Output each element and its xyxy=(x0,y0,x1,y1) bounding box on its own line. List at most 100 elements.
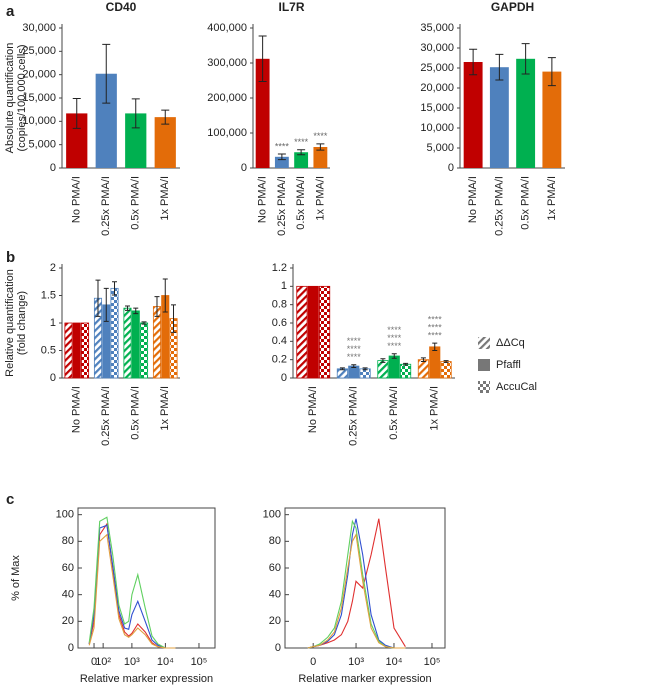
x-tick-label: 10⁴ xyxy=(385,656,402,668)
error-bar xyxy=(162,278,168,313)
significance: **** xyxy=(275,141,290,151)
significance: **** xyxy=(313,131,328,141)
bar xyxy=(388,355,400,379)
x-tick-label: 0.5x PMA/I xyxy=(130,386,142,440)
x-tick-label: 0.25x PMA/I xyxy=(493,176,505,236)
legend-swatch xyxy=(478,381,490,393)
y-tick-label: 0 xyxy=(50,162,56,174)
bar xyxy=(64,322,73,379)
y-tick-label: 20 xyxy=(269,615,281,627)
y-tick-label: 60 xyxy=(62,562,74,574)
y-tick-label: 0.2 xyxy=(272,354,287,366)
error-bar xyxy=(103,287,109,322)
bar xyxy=(131,310,140,379)
error-bar xyxy=(403,362,409,366)
error-bar xyxy=(161,109,170,125)
x-tick-label: No PMA/I xyxy=(257,176,269,223)
y-tick-label: 0 xyxy=(68,642,74,654)
y-tick-label: 60 xyxy=(269,562,281,574)
histogram-line xyxy=(307,532,406,649)
error-bar xyxy=(432,342,438,351)
legend-swatch xyxy=(478,359,490,371)
histogram-line xyxy=(88,516,176,649)
y-axis-label: % of Max xyxy=(10,555,22,601)
bar xyxy=(489,67,509,168)
significance: **** xyxy=(428,315,443,325)
y-tick-label: 100 xyxy=(263,509,281,521)
x-tick-label: 0.25x PMA/I xyxy=(276,176,288,236)
bar xyxy=(255,58,270,168)
bar xyxy=(296,285,308,379)
error-bar xyxy=(316,143,325,151)
y-axis-label: Relative quantification xyxy=(4,269,16,377)
y-tick-label: 40 xyxy=(62,589,74,601)
error-bar xyxy=(380,358,386,363)
bar xyxy=(417,359,429,379)
y-tick-label: 200,000 xyxy=(207,92,247,104)
significance: **** xyxy=(294,137,309,147)
y-tick-label: 400,000 xyxy=(207,22,247,34)
error-bar xyxy=(297,149,306,156)
y-tick-label: 15,000 xyxy=(420,102,454,114)
panel-label: b xyxy=(6,249,15,266)
bar xyxy=(542,71,562,168)
error-bar xyxy=(95,279,101,317)
legend-label: Pfaffl xyxy=(496,359,521,371)
y-tick-label: 80 xyxy=(62,535,74,547)
panel-title: IL7R xyxy=(278,0,304,14)
x-tick-label: 0.25x PMA/I xyxy=(100,176,112,236)
x-tick-label: 10⁵ xyxy=(191,656,208,668)
error-bar xyxy=(72,97,81,129)
bar xyxy=(400,363,412,379)
bar xyxy=(463,62,483,168)
error-bar xyxy=(277,153,286,161)
error-bar xyxy=(391,353,397,359)
bar xyxy=(72,322,81,379)
legend-label: AccuCal xyxy=(496,381,537,393)
bar xyxy=(377,360,389,379)
bar xyxy=(110,287,119,379)
y-tick-label: 5,000 xyxy=(28,139,56,151)
error-bar xyxy=(133,307,139,315)
bar xyxy=(516,58,536,168)
x-tick-label: 0.5x PMA/I xyxy=(130,176,142,230)
x-axis-label: Relative marker expression xyxy=(298,673,431,685)
bar xyxy=(95,73,117,168)
error-bar xyxy=(547,57,556,87)
y-tick-label: 0 xyxy=(275,642,281,654)
bar xyxy=(319,285,331,379)
error-bar xyxy=(124,305,130,311)
y-tick-label: 0.8 xyxy=(272,299,287,311)
histogram-line xyxy=(88,524,176,649)
bar xyxy=(313,147,328,168)
y-tick-label: 20,000 xyxy=(420,82,454,94)
y-tick-label: 100,000 xyxy=(207,127,247,139)
y-tick-label: 30,000 xyxy=(22,22,56,34)
y-tick-label: 0.6 xyxy=(272,317,287,329)
significance: **** xyxy=(347,352,362,362)
error-bar xyxy=(339,367,345,371)
y-tick-label: 40 xyxy=(269,589,281,601)
error-bar xyxy=(258,35,267,83)
y-tick-label: 35,000 xyxy=(420,22,454,34)
y-tick-label: 0 xyxy=(241,162,247,174)
x-tick-label: 0.5x PMA/I xyxy=(388,386,400,440)
plot-frame xyxy=(77,507,216,649)
y-tick-label: 1 xyxy=(281,280,287,292)
error-bar xyxy=(420,357,426,362)
y-tick-label: 80 xyxy=(269,535,281,547)
y-tick-label: 100 xyxy=(56,509,74,521)
error-bar xyxy=(171,304,177,333)
bar xyxy=(139,322,149,379)
plot-frame xyxy=(284,507,446,649)
error-bar xyxy=(469,48,478,76)
error-bar xyxy=(141,321,147,325)
x-tick-label: 0.5x PMA/I xyxy=(295,176,307,230)
significance: **** xyxy=(347,344,362,354)
error-bar xyxy=(154,296,160,317)
x-tick-label: 1x PMA/I xyxy=(159,176,171,221)
y-tick-label: 10,000 xyxy=(420,122,454,134)
x-tick-label: 10⁵ xyxy=(424,656,441,668)
x-tick-label: 0.25x PMA/I xyxy=(100,386,112,446)
bar xyxy=(440,361,452,379)
